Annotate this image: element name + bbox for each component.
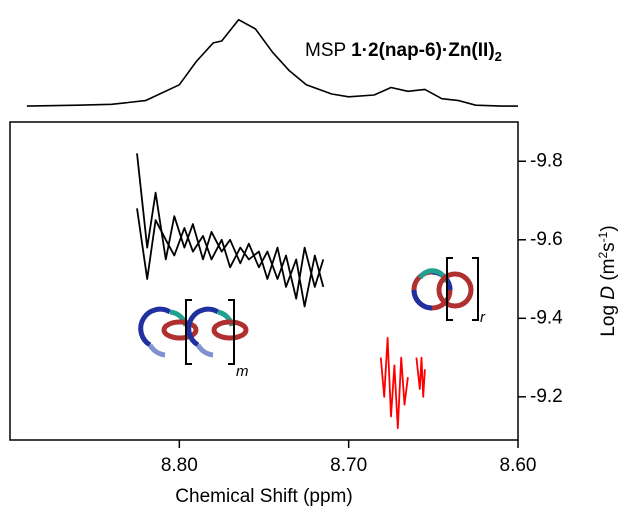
annotation: r [480, 309, 486, 326]
x-tick-label: 8.60 [500, 455, 537, 476]
x-tick-label: 8.80 [161, 455, 198, 476]
series-line [379, 337, 409, 430]
icon-linear [138, 299, 249, 365]
y-tick-label: -9.4 [530, 307, 563, 328]
spectrum-trace [26, 18, 518, 107]
annotation: m [236, 363, 249, 380]
title-part: 2 [495, 49, 502, 64]
y-title-part: s [598, 242, 619, 252]
series-line [136, 208, 325, 308]
y-title-part: 2 [596, 252, 610, 259]
chart-title: MSP 1·2(nap-6)·Zn(II)2 [305, 40, 502, 64]
series-line [136, 153, 325, 300]
y-tick-label: -9.6 [530, 229, 563, 250]
title-part: MSP [305, 40, 351, 61]
y-title-part: -1 [596, 231, 610, 242]
y-title-part: (m [598, 259, 619, 286]
x-tick-label: 8.70 [330, 455, 367, 476]
y-title-part: Log [598, 300, 619, 337]
y-title-part: D [598, 286, 619, 300]
title-part: 1·2(nap-6)·Zn(II) [351, 40, 495, 61]
y-tick-label: -9.8 [530, 150, 563, 171]
y-tick-label: -9.2 [530, 386, 563, 407]
icon-cyclic [411, 257, 479, 321]
y-axis-title: Log D (m2s-1) [596, 225, 619, 336]
y-title-part: ) [598, 225, 619, 231]
series-line [415, 356, 426, 398]
x-axis-title: Chemical Shift (ppm) [175, 486, 352, 507]
plot-frame [9, 121, 519, 441]
